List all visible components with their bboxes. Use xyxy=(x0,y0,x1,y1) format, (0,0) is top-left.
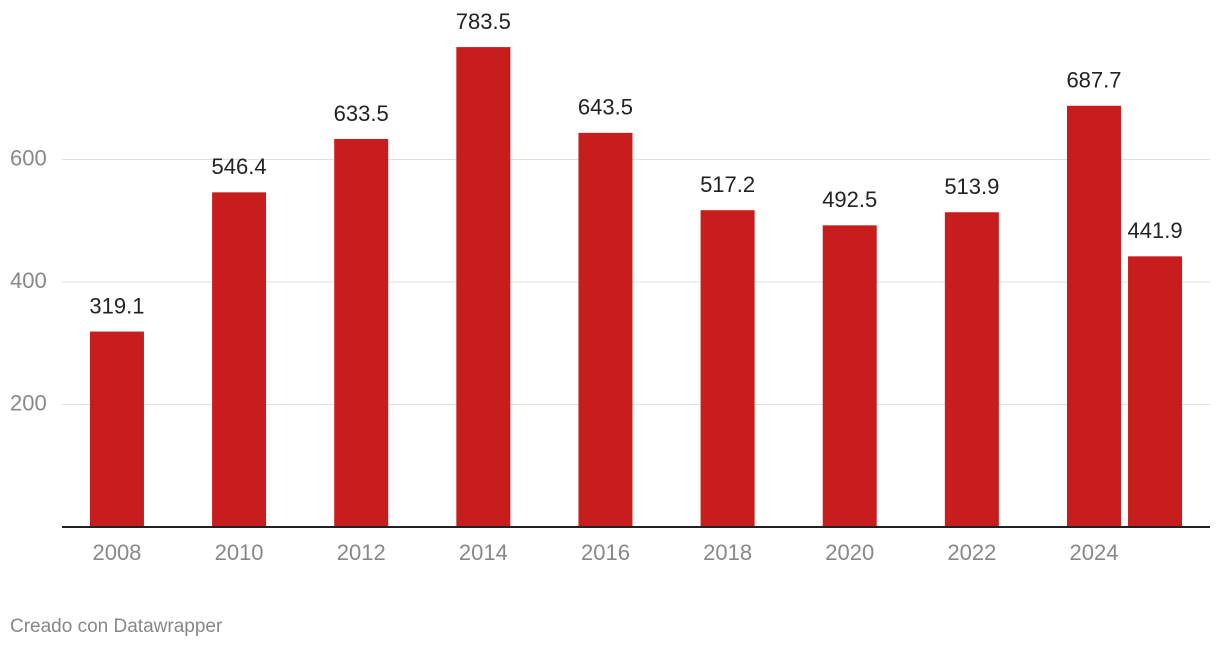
value-label: 513.9 xyxy=(944,174,999,199)
bar xyxy=(334,138,389,527)
value-label: 687.7 xyxy=(1066,68,1121,93)
bar xyxy=(456,47,511,527)
x-tick-label: 2010 xyxy=(215,540,264,565)
bar xyxy=(212,192,267,527)
footer: Creado con Datawrapper xyxy=(10,616,223,637)
y-tick-label: 200 xyxy=(10,390,47,415)
value-label: 319.1 xyxy=(89,293,144,318)
bar xyxy=(944,212,999,527)
value-label: 546.4 xyxy=(212,154,267,179)
value-label: 517.2 xyxy=(700,172,755,197)
x-tick-label: 2016 xyxy=(581,540,630,565)
bar xyxy=(578,132,633,527)
value-label: 783.5 xyxy=(456,9,511,34)
bar xyxy=(700,210,755,527)
y-tick-label: 600 xyxy=(10,145,47,170)
bar xyxy=(822,225,877,527)
bar xyxy=(89,331,144,527)
x-tick-label: 2024 xyxy=(1070,540,1119,565)
bar xyxy=(1128,256,1183,527)
bar xyxy=(1066,105,1121,527)
x-tick-label: 2018 xyxy=(703,540,752,565)
value-label: 633.5 xyxy=(334,101,389,126)
y-tick-label: 400 xyxy=(10,268,47,293)
x-tick-label: 2020 xyxy=(825,540,874,565)
value-label: 643.5 xyxy=(578,95,633,120)
x-tick-label: 2014 xyxy=(459,540,508,565)
x-tick-label: 2008 xyxy=(92,540,141,565)
value-label: 492.5 xyxy=(822,187,877,212)
value-label: 441.9 xyxy=(1128,218,1183,243)
x-tick-label: 2012 xyxy=(337,540,386,565)
x-tick-label: 2022 xyxy=(947,540,996,565)
